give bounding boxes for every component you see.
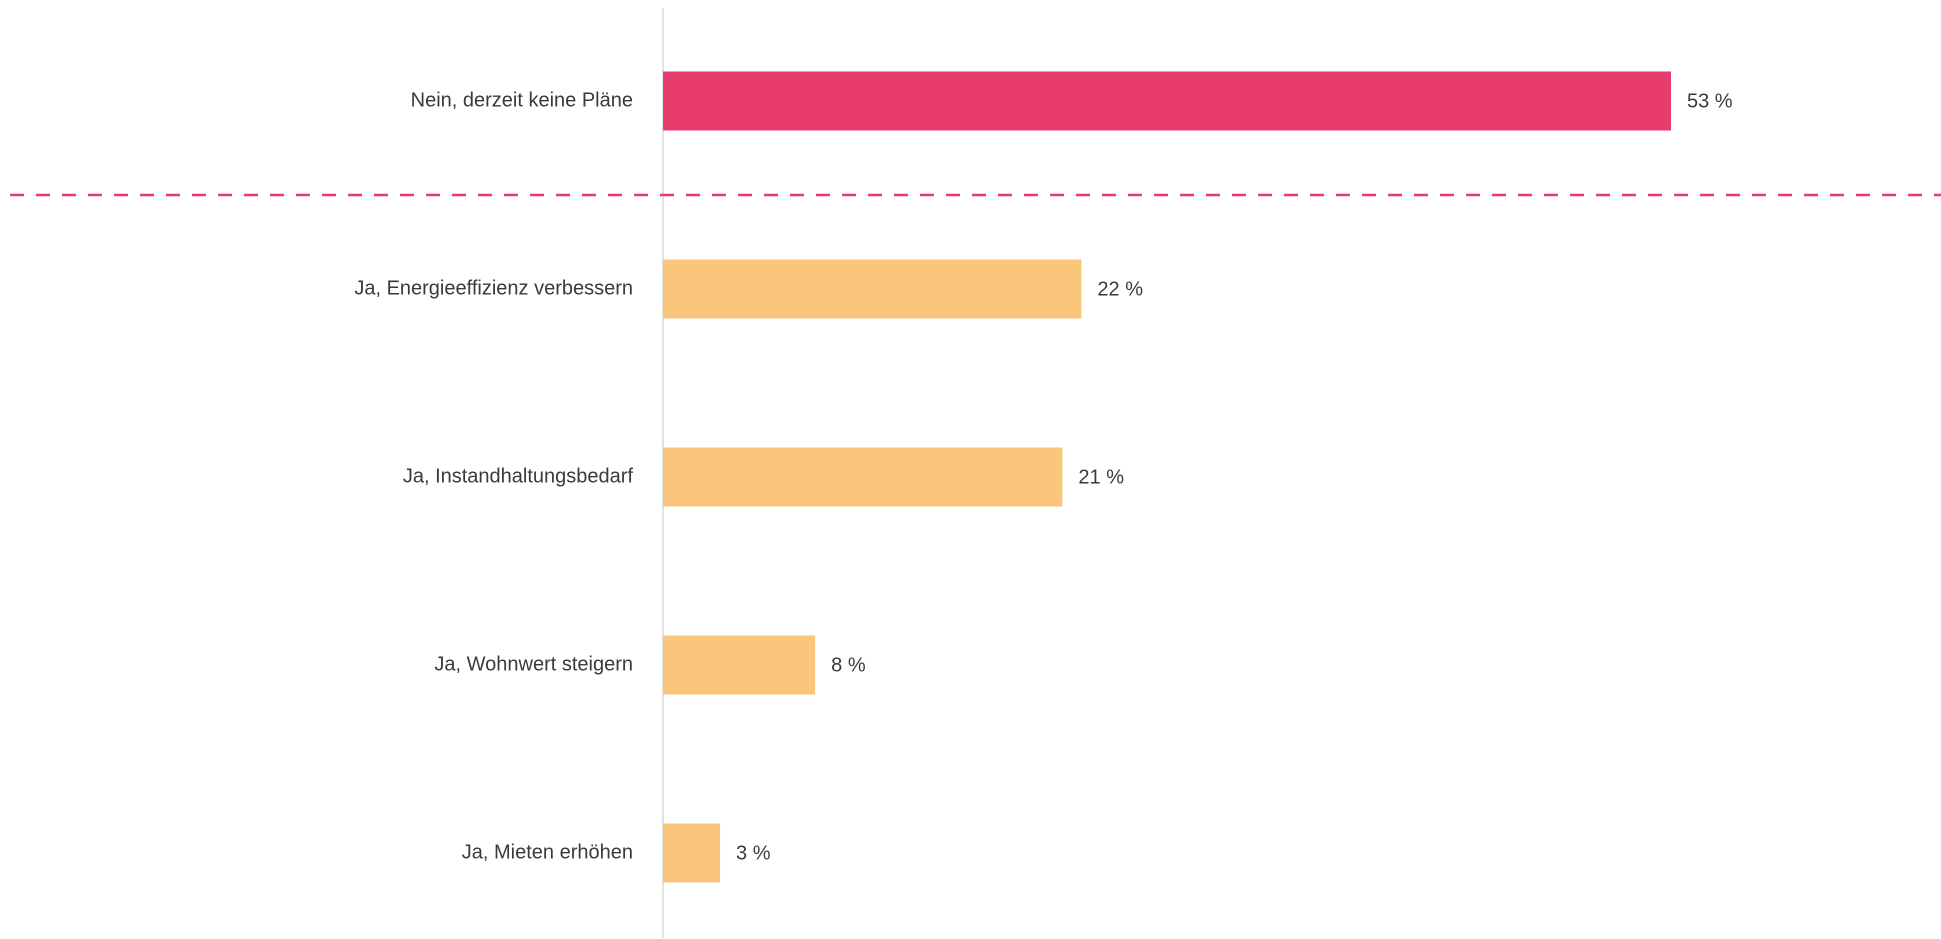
category-label-0: Nein, derzeit keine Pläne [411,89,633,111]
bar-4 [663,823,721,883]
bars-group [663,71,1671,883]
value-label-3: 8 % [831,654,866,676]
value-label-4: 3 % [736,842,771,864]
value-label-2: 21 % [1078,466,1124,488]
bar-3 [663,635,816,695]
value-labels-group: 53 % 22 % 21 % 8 % 3 % [736,90,1733,864]
bar-2 [663,447,1063,507]
category-label-4: Ja, Mieten erhöhen [462,841,633,863]
bar-0 [663,71,1671,131]
category-labels-group: Nein, derzeit keine Pläne Ja, Energieeffi… [354,89,633,863]
category-label-3: Ja, Wohnwert steigern [434,653,633,675]
category-label-1: Ja, Energieeffizienz verbessern [354,277,633,299]
category-label-2: Ja, Instandhaltungsbedarf [403,465,634,487]
value-label-0: 53 % [1687,90,1733,112]
value-label-1: 22 % [1097,278,1143,300]
bar-1 [663,259,1082,319]
